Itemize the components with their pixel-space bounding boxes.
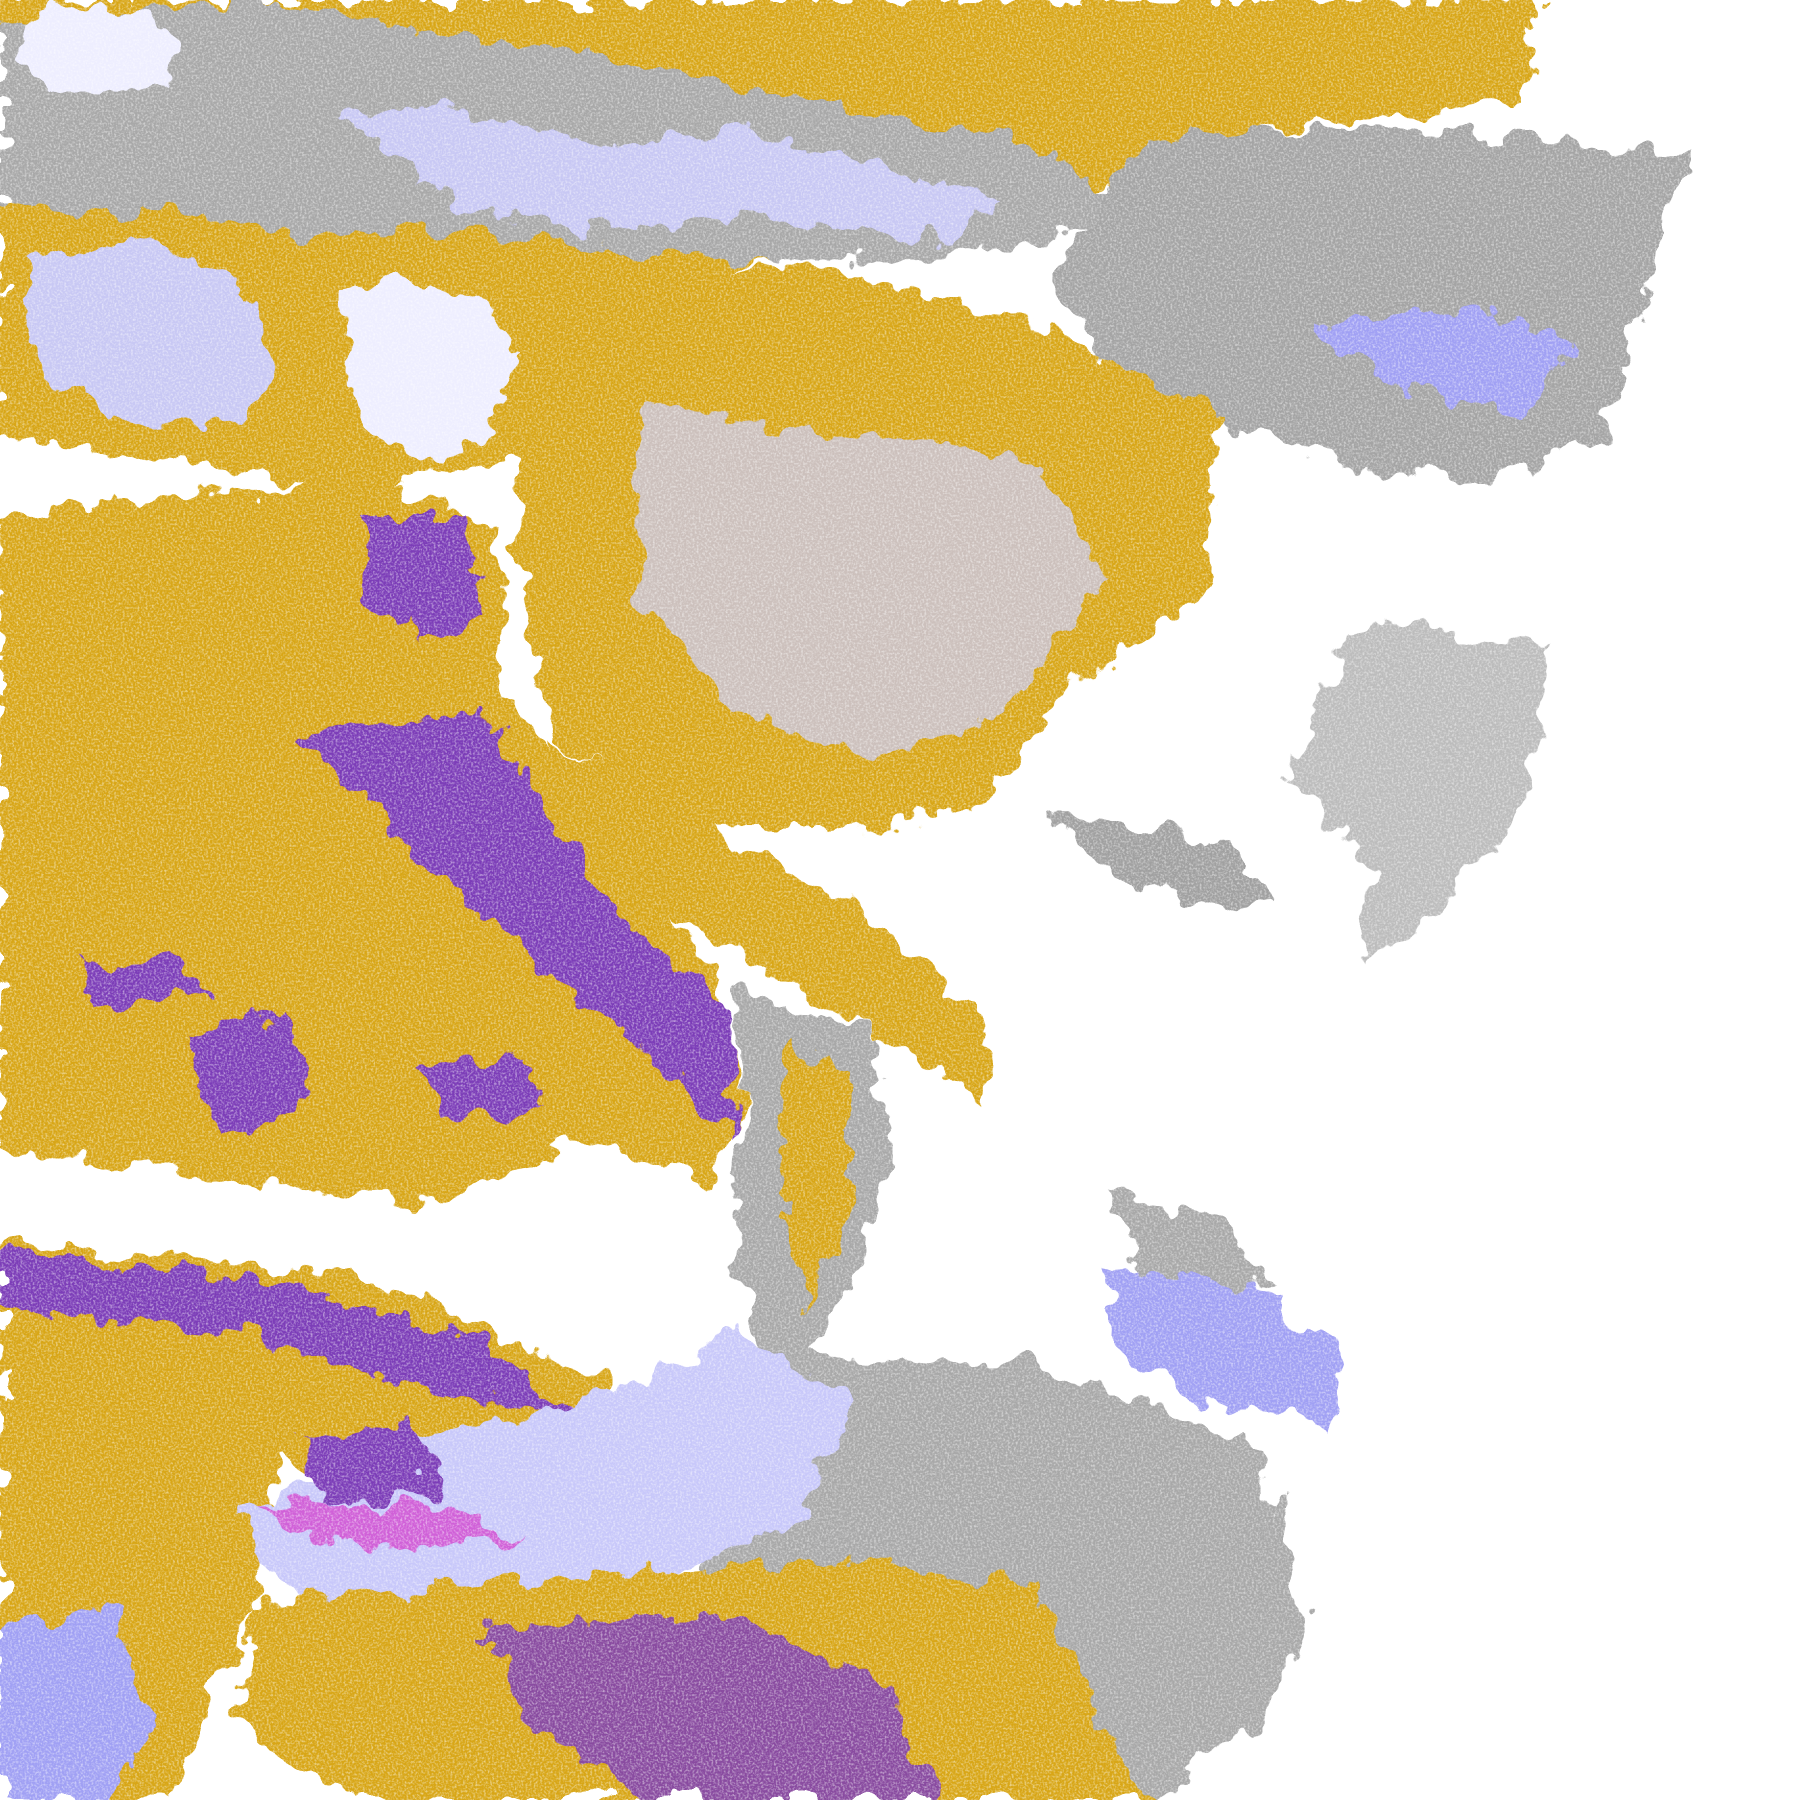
speckle-overlay <box>0 0 1800 1800</box>
page <box>0 0 1800 1800</box>
satellite-image <box>0 0 1800 1800</box>
